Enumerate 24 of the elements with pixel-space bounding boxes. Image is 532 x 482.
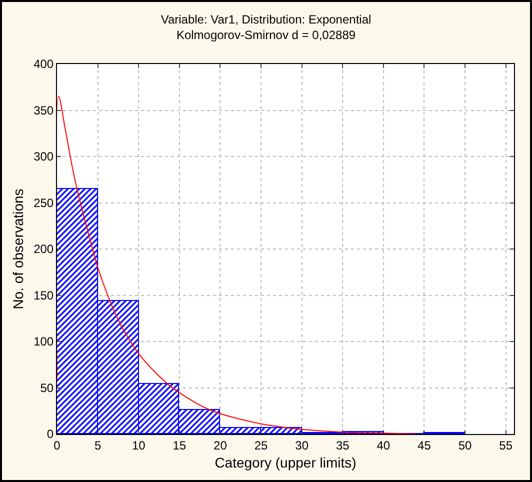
y-tick-label: 100 (34, 334, 54, 349)
chart-title: Variable: Var1, Distribution: Exponential (160, 12, 372, 27)
x-tick-label: 5 (94, 438, 102, 452)
y-tick-label: 400 (34, 57, 54, 72)
x-tick-label: 15 (172, 438, 186, 452)
y-tick-label: 200 (34, 242, 54, 256)
x-tick-label: 50 (458, 438, 472, 452)
y-tick-label: 150 (34, 288, 54, 302)
y-axis-title: No. of observations (10, 188, 26, 310)
y-tick-label: 50 (40, 380, 54, 395)
x-tick-label: 20 (214, 438, 228, 452)
x-tick-label: 40 (376, 438, 390, 452)
y-tick-label: 350 (34, 103, 54, 118)
x-tick-label: 10 (132, 438, 146, 452)
y-tick-label: 250 (34, 196, 54, 210)
x-axis-title: Category (upper limits) (214, 454, 356, 471)
x-tick-label: 35 (336, 438, 350, 452)
x-tick-label: 30 (295, 438, 309, 452)
x-tick-label: 45 (418, 438, 432, 452)
x-tick-label: 25 (254, 438, 268, 452)
x-tick-label: 55 (499, 438, 513, 452)
y-tick-label: 0 (46, 427, 54, 442)
chart-subtitle: Kolmogorov-Smirnov d = 0,02889 (176, 28, 356, 42)
y-tick-label: 300 (34, 150, 54, 164)
